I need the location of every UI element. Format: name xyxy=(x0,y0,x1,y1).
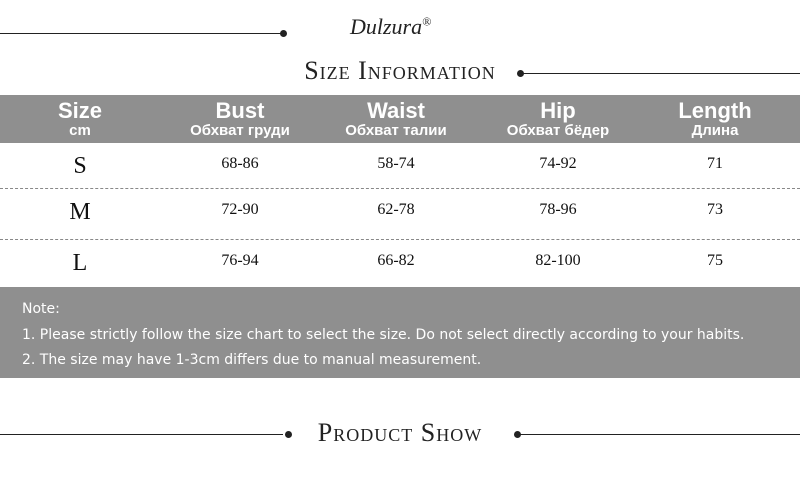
note-item: 2. The size may have 1-3cm differs due t… xyxy=(22,352,482,368)
divider xyxy=(0,434,283,435)
section-title: Product Show xyxy=(317,418,483,447)
table-cell: 82-100 xyxy=(535,252,581,269)
row-separator xyxy=(0,188,800,189)
table-cell: 74-92 xyxy=(539,155,577,172)
brand-name: Dulzura xyxy=(350,14,423,39)
header-cell: Length Длина xyxy=(635,95,795,139)
size-cell: M xyxy=(69,199,91,225)
divider-dot xyxy=(285,431,292,438)
header-label: Hip xyxy=(540,98,576,123)
header-sublabel: Длина xyxy=(691,122,739,139)
divider-dot xyxy=(280,30,287,37)
divider-dot xyxy=(517,70,524,77)
header-cell: Hip Обхват бёдер xyxy=(478,95,638,139)
title: Size Information xyxy=(304,56,496,85)
table-cell: 68-86 xyxy=(221,155,259,172)
header-label: Bust xyxy=(215,98,265,123)
header-label: Length xyxy=(678,98,752,123)
table-header: Size cm Bust Обхват груди Waist Обхват тали… xyxy=(0,95,800,143)
divider xyxy=(520,434,800,435)
table-cell: 71 xyxy=(707,155,723,172)
header-sublabel: cm xyxy=(69,122,91,139)
row-separator xyxy=(0,239,800,240)
table-cell: 76-94 xyxy=(221,252,259,269)
header-cell: Waist Обхват талии xyxy=(316,95,476,139)
note-box: Note: 1. Please strictly follow the size… xyxy=(0,287,800,378)
table-cell: 58-74 xyxy=(377,155,415,172)
note-heading: Note: xyxy=(22,301,60,317)
brand-mark: ® xyxy=(422,14,432,29)
header-sublabel: Обхват бёдер xyxy=(506,122,610,139)
size-cell: L xyxy=(72,250,88,276)
table-cell: 72-90 xyxy=(221,201,259,218)
table-cell: 75 xyxy=(707,252,723,269)
header-label: Waist xyxy=(367,98,425,123)
note-item: 1. Please strictly follow the size chart… xyxy=(22,327,745,343)
divider xyxy=(0,33,283,34)
size-cell: S xyxy=(73,153,87,179)
table-cell: 73 xyxy=(707,201,723,218)
brand: Dulzura® xyxy=(350,14,460,40)
table-cell: 78-96 xyxy=(539,201,577,218)
header-sublabel: Обхват талии xyxy=(345,122,447,139)
header-cell: Bust Обхват груди xyxy=(160,95,320,139)
header-cell: Size cm xyxy=(0,95,160,139)
header-sublabel: Обхват груди xyxy=(190,122,290,139)
divider xyxy=(522,73,800,74)
table-cell: 62-78 xyxy=(377,201,415,218)
divider-dot xyxy=(514,431,521,438)
header-label: Size xyxy=(57,98,103,123)
table-cell: 66-82 xyxy=(377,252,415,269)
